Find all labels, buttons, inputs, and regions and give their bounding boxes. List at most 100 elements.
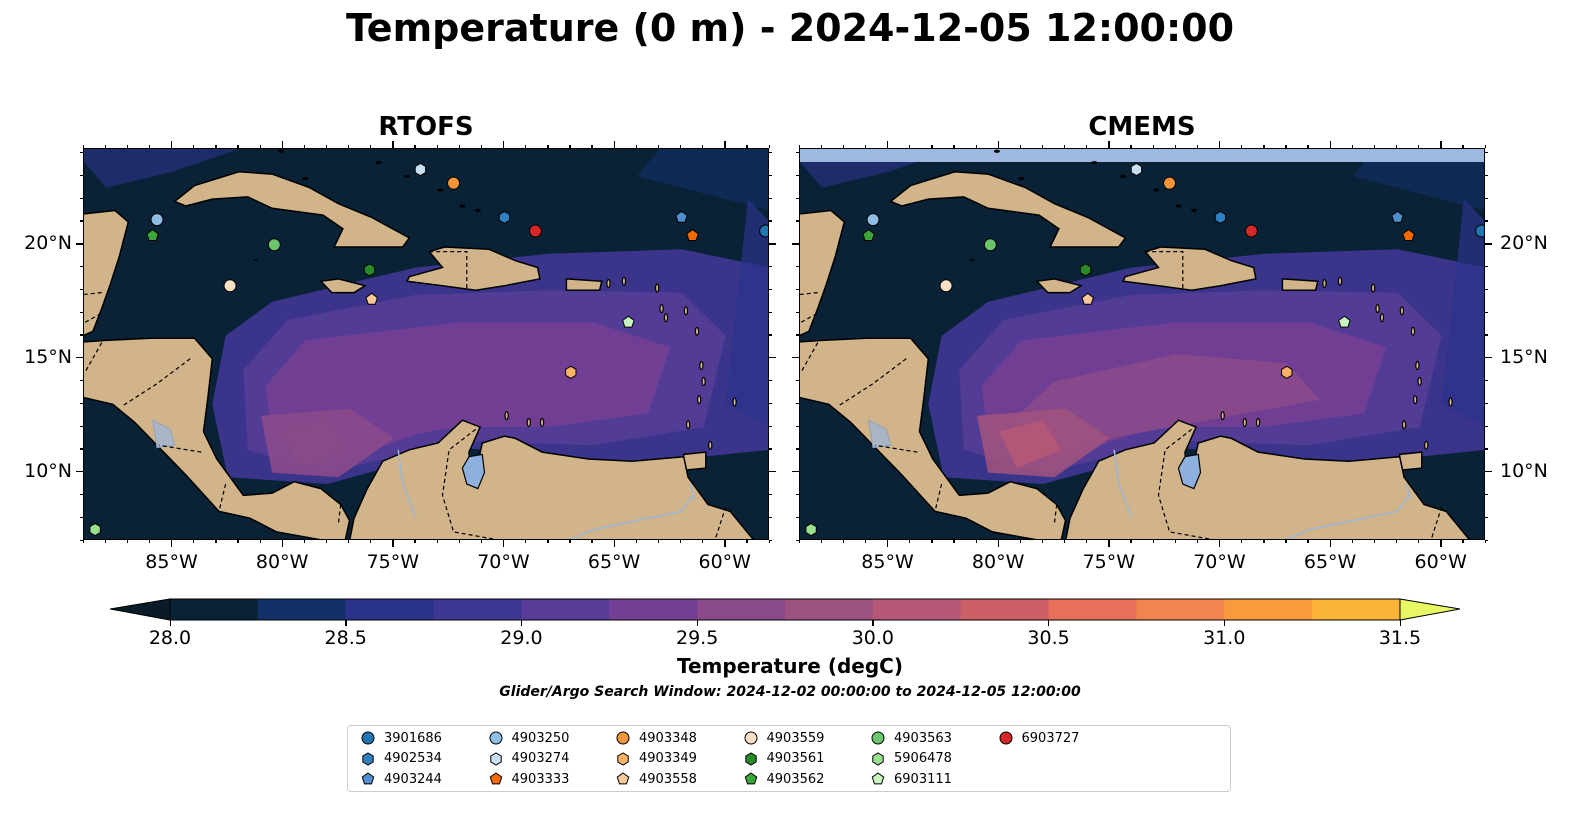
lat-tick-left <box>80 334 83 336</box>
lat-tick-right <box>1485 152 1488 154</box>
legend-marker <box>871 772 885 785</box>
lon-tick-top <box>325 145 328 148</box>
colorbar-tick-label: 30.0 <box>851 627 894 649</box>
lon-tick-bottom <box>909 540 911 543</box>
lat-tick-right <box>1485 220 1488 222</box>
lon-tick-top <box>798 145 800 148</box>
lat-tick-right <box>1485 471 1492 473</box>
lat-tick-right <box>1485 448 1488 450</box>
lat-tick-left <box>80 197 83 199</box>
colorbar-segment <box>433 599 522 620</box>
lon-tick-top <box>591 145 593 148</box>
pentagon-marker-icon <box>489 772 502 785</box>
lat-tick-right <box>1485 493 1488 496</box>
lon-tick-top <box>569 145 571 148</box>
legend-marker <box>744 731 757 745</box>
colorbar-extend-low <box>110 598 171 621</box>
lon-tick-top <box>1329 141 1331 148</box>
float-marker <box>565 365 577 379</box>
legend-marker <box>361 731 375 745</box>
lon-tick-top <box>392 141 394 148</box>
lon-tick-bottom <box>1152 540 1154 543</box>
colorbar-segment <box>257 599 347 620</box>
lon-tick-top <box>1108 141 1110 148</box>
lon-tick-bottom <box>1307 540 1309 543</box>
float-marker <box>866 213 880 227</box>
lat-tick-left <box>796 539 799 541</box>
legend-item: 4903561 <box>743 749 824 769</box>
lat-tick-left <box>80 311 83 313</box>
lon-tick-bottom <box>1351 540 1354 543</box>
legend-item: 4903558 <box>615 769 697 789</box>
float-marker <box>983 238 997 252</box>
legend-label: 4903274 <box>511 751 570 766</box>
lon-tick-bottom <box>746 540 748 543</box>
legend-item: 4903244 <box>360 769 442 789</box>
lon-tick-top <box>303 145 306 148</box>
legend-label: 4903333 <box>511 771 570 787</box>
lon-tick-label: 60°W <box>1414 551 1467 573</box>
lon-tick-bottom <box>480 540 483 543</box>
legend-label: 4903562 <box>766 771 825 787</box>
lat-tick-left <box>796 379 799 382</box>
lon-tick-top <box>193 145 195 148</box>
panel-title-cmems: CMEMS <box>1088 112 1196 142</box>
lon-tick-bottom <box>325 540 328 543</box>
lat-tick-right <box>1485 243 1492 245</box>
lat-tick-right <box>769 243 776 245</box>
map-rtofs[interactable] <box>83 148 769 540</box>
lon-tick-top <box>724 141 726 148</box>
legend-marker <box>489 731 502 745</box>
colorbar-tick-label: 31.0 <box>1203 627 1246 649</box>
lon-tick-top <box>953 145 955 148</box>
colorbar-tick-label: 31.5 <box>1378 627 1422 649</box>
float-marker <box>498 210 511 224</box>
lon-tick-top <box>997 141 999 148</box>
lon-tick-bottom <box>1019 540 1022 543</box>
lat-tick-right <box>769 493 772 496</box>
lon-tick-bottom <box>975 540 977 543</box>
circle-marker-icon <box>871 731 885 745</box>
lat-tick-label-left: 20°N <box>24 231 72 254</box>
lon-tick-top <box>657 145 660 148</box>
lon-tick-top <box>370 145 372 148</box>
lat-tick-label-right: 20°N <box>1500 231 1548 254</box>
lon-tick-top <box>525 145 527 148</box>
lon-tick-top <box>1418 145 1420 148</box>
lon-tick-label: 75°W <box>366 551 420 573</box>
float-marker <box>622 315 635 328</box>
legend-item: 4903348 <box>615 728 697 748</box>
float-marker <box>1281 365 1293 379</box>
legend-item: 5906478 <box>870 749 952 769</box>
lat-tick-right <box>1485 334 1488 336</box>
pentagon-marker-icon <box>871 772 885 785</box>
legend-label: 4903244 <box>384 771 442 787</box>
legend-item: 6903111 <box>870 769 952 789</box>
legend-marker <box>871 731 885 745</box>
legend-marker <box>616 731 630 745</box>
legend-item: 4903559 <box>743 728 824 748</box>
colorbar-tick-mark <box>872 620 874 626</box>
legend-label: 4903563 <box>894 730 952 746</box>
lon-tick-bottom <box>768 540 770 543</box>
lat-tick-left <box>76 471 83 473</box>
lon-tick-top <box>746 145 748 148</box>
lon-tick-top <box>1395 145 1398 148</box>
lat-tick-left <box>80 288 83 291</box>
legend-marker <box>617 751 629 766</box>
legend-marker <box>999 731 1012 745</box>
lon-tick-bottom <box>591 540 593 543</box>
lon-tick-top <box>126 145 129 148</box>
lat-tick-right <box>769 539 772 541</box>
map-cmems[interactable] <box>799 148 1485 540</box>
float-marker <box>1079 263 1092 277</box>
lon-tick-bottom <box>1418 540 1420 543</box>
lat-tick-right <box>769 152 772 154</box>
lon-tick-top <box>909 145 911 148</box>
legend-item: 6903727 <box>998 728 1079 748</box>
lon-tick-top <box>458 145 460 148</box>
lon-tick-top <box>171 141 173 148</box>
lon-tick-bottom <box>1130 540 1132 543</box>
lat-tick-right <box>769 448 772 450</box>
lon-tick-top <box>842 145 845 148</box>
